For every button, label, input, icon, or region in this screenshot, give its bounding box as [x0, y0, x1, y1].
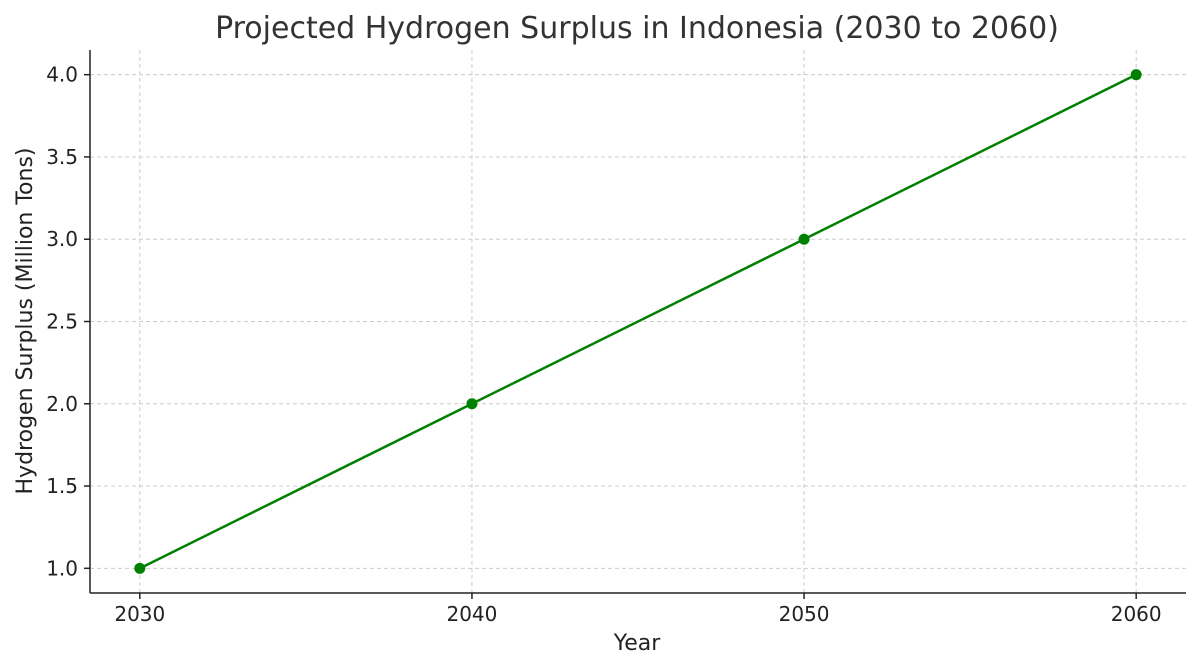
- series-line: [139, 73, 1137, 570]
- data-point: [798, 233, 810, 245]
- x-axis-label: Year: [613, 631, 662, 656]
- y-axis-label: Hydrogen Surplus (Million Tons): [13, 148, 38, 495]
- y-tick-label: 1.5: [46, 474, 78, 498]
- y-tick-label: 3.0: [46, 227, 78, 251]
- y-tick-label: 2.0: [46, 392, 78, 416]
- x-tick-label: 2030: [114, 602, 165, 626]
- y-tick-label: 2.5: [46, 310, 78, 334]
- x-tick-label: 2040: [446, 602, 497, 626]
- grid-layer: [90, 50, 1186, 593]
- x-tick-label: 2050: [779, 602, 830, 626]
- data-point: [1130, 69, 1142, 81]
- data-point: [466, 398, 478, 410]
- series-layer: [134, 69, 1142, 574]
- y-tick-label: 1.0: [46, 556, 78, 580]
- chart-title: Projected Hydrogen Surplus in Indonesia …: [215, 11, 1059, 46]
- x-tick-label: 2060: [1111, 602, 1162, 626]
- data-point: [134, 562, 146, 574]
- axes-layer: 2030 2040 2050 2060 1.0 1.5 2.0 2.5 3.0 3.5 4.0: [46, 50, 1186, 626]
- y-tick-label: 4.0: [46, 63, 78, 87]
- y-tick-label: 3.5: [46, 145, 78, 169]
